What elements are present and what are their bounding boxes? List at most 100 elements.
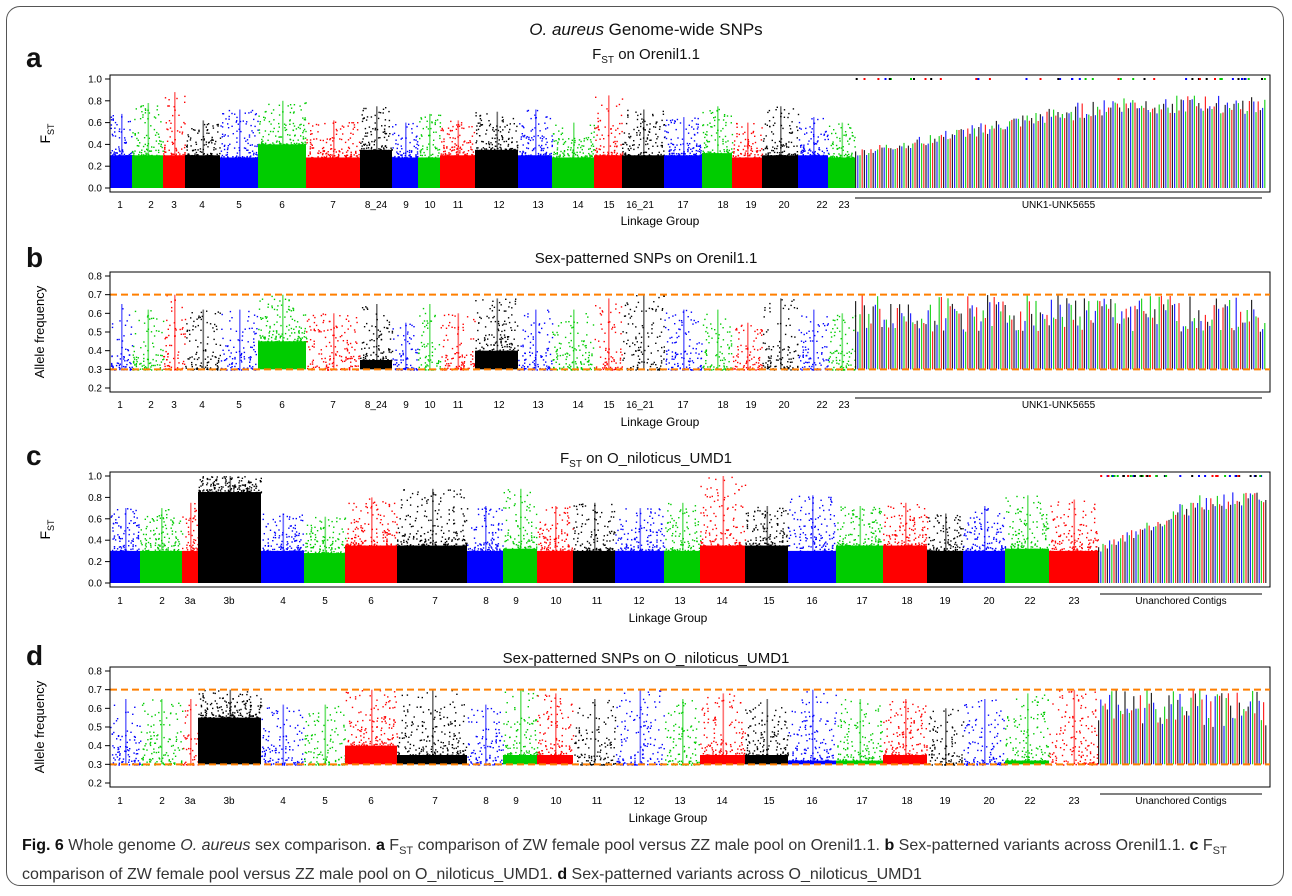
- snp-point: [143, 137, 146, 139]
- snp-point: [693, 153, 695, 156]
- snp-point: [138, 153, 140, 156]
- snp-point: [798, 121, 801, 124]
- snp-point: [131, 152, 133, 154]
- snp-point: [163, 147, 166, 149]
- snp-point: [640, 113, 642, 115]
- snp-point: [667, 349, 670, 351]
- snp-point: [665, 137, 668, 140]
- snp-point: [472, 351, 474, 353]
- snp-point: [213, 330, 215, 333]
- snp-point: [438, 148, 441, 151]
- snp-point: [480, 119, 483, 122]
- snp-point: [359, 149, 361, 152]
- snp-point: [551, 145, 553, 148]
- snp-point: [668, 317, 670, 319]
- snp-point: [721, 352, 723, 355]
- group-1-band: [110, 155, 132, 188]
- snp-point: [166, 140, 169, 142]
- snp-point: [571, 327, 573, 329]
- snp-point: [486, 315, 488, 318]
- snp-point: [722, 119, 725, 121]
- snp-point: [767, 366, 769, 368]
- snp-point: [456, 147, 458, 150]
- snp-point: [501, 324, 504, 326]
- snp-point: [730, 152, 732, 154]
- snp-point: [850, 352, 852, 355]
- snp-point: [347, 125, 349, 127]
- snp-point: [718, 334, 720, 336]
- contig-stripe: [958, 313, 960, 370]
- snp-point: [138, 319, 140, 322]
- snp-point: [377, 117, 380, 120]
- snp-point: [145, 152, 147, 154]
- contig-stripe: [903, 142, 905, 188]
- snp-point: [555, 124, 557, 126]
- snp-point: [688, 331, 690, 333]
- snp-point: [742, 148, 745, 151]
- snp-point: [791, 361, 793, 363]
- contig-stripe: [855, 151, 857, 188]
- snp-point: [767, 356, 770, 358]
- panel-c-title-main: F: [559, 450, 570, 467]
- snp-point: [559, 368, 561, 370]
- figure-frame: [6, 6, 1284, 886]
- snp-point: [448, 133, 450, 136]
- snp-point: [227, 123, 229, 125]
- snp-point: [362, 118, 364, 120]
- snp-point: [660, 362, 663, 364]
- snp-point: [250, 346, 252, 348]
- snp-point: [188, 358, 190, 360]
- snp-point: [435, 147, 437, 150]
- x-group-label: 11: [453, 200, 464, 211]
- snp-point: [663, 295, 665, 297]
- snp-point: [825, 329, 827, 331]
- snp-point: [459, 147, 461, 150]
- snp-point: [348, 147, 351, 150]
- snp-point: [638, 155, 640, 157]
- snp-point: [314, 316, 316, 319]
- snp-point: [338, 150, 340, 152]
- snp-point: [313, 343, 315, 345]
- contig-stripe: [1110, 107, 1112, 188]
- group-15-band: [594, 155, 622, 188]
- snp-point: [742, 366, 745, 368]
- snp-point: [275, 340, 277, 343]
- snp-point: [133, 358, 136, 360]
- snp-point: [311, 144, 313, 146]
- snp-point: [702, 366, 704, 368]
- snp-point: [787, 367, 789, 369]
- snp-point: [328, 363, 331, 365]
- snp-point: [356, 321, 358, 324]
- snp-point: [532, 367, 534, 369]
- snp-point: [779, 347, 781, 349]
- snp-point: [493, 344, 495, 346]
- snp-point: [738, 145, 740, 147]
- snp-point: [265, 317, 267, 319]
- snp-point: [737, 157, 739, 159]
- snp-point: [499, 126, 501, 128]
- snp-point: [471, 155, 473, 157]
- snp-point: [310, 130, 312, 132]
- snp-point: [119, 155, 122, 157]
- snp-point: [529, 139, 532, 142]
- snp-point: [595, 147, 598, 150]
- snp-point: [291, 144, 293, 146]
- snp-point: [191, 361, 193, 364]
- snp-point: [744, 131, 746, 134]
- snp-point: [718, 136, 721, 138]
- snp-point: [588, 359, 590, 361]
- snp-point: [363, 308, 365, 311]
- snp-point: [835, 356, 838, 359]
- snp-point: [111, 150, 113, 152]
- snp-point: [692, 323, 694, 325]
- snp-point: [605, 361, 608, 363]
- snp-point: [286, 325, 288, 328]
- snp-point: [776, 151, 779, 154]
- snp-point: [289, 134, 291, 136]
- snp-point: [818, 149, 821, 151]
- snp-point: [501, 330, 503, 333]
- snp-point: [456, 151, 458, 153]
- snp-point: [767, 360, 769, 362]
- snp-point: [240, 359, 242, 362]
- snp-point: [112, 119, 114, 121]
